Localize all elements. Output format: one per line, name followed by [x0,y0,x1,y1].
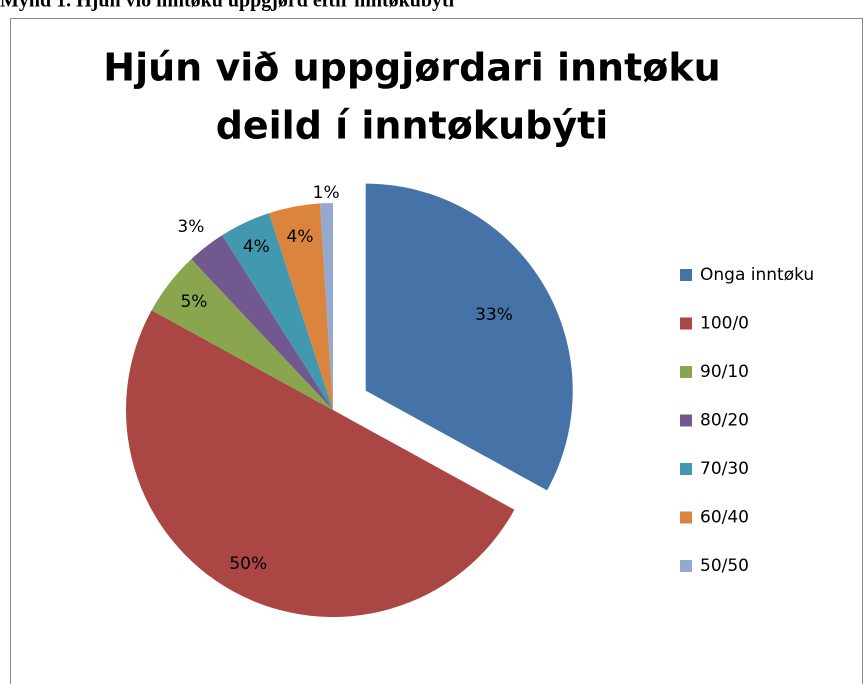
pie-slice [126,310,515,617]
legend-label: 70/30 [700,459,749,479]
pie-slice [365,183,573,491]
legend-swatch [680,560,692,572]
data-label: 3% [177,217,204,237]
legend-label: 90/10 [700,362,749,382]
legend-label: 60/40 [700,508,749,528]
data-label: 4% [287,227,314,247]
legend-swatch [680,414,692,427]
chart-title: deild í inntøkubýti [216,104,609,148]
data-label: 4% [243,237,270,257]
legend-swatch [680,317,692,330]
legend-swatch [680,463,692,475]
chart-title: Hjún við uppgjørdari inntøku [103,46,720,90]
legend-swatch [680,269,692,281]
legend-label: 100/0 [700,314,749,334]
legend-label: 50/50 [700,556,749,576]
legend-label: 80/20 [700,411,749,431]
legend-swatch [680,366,692,378]
legend-label: Onga inntøku [700,265,814,285]
pie-slice [191,235,333,410]
data-label: 50% [229,554,267,574]
pie-slice [151,259,333,410]
pie-slice [222,213,333,410]
pie-slice [320,203,333,410]
data-label: 1% [313,183,340,203]
legend-swatch [680,511,692,524]
data-label: 33% [475,305,513,325]
pie-slice [269,203,333,410]
caption: Mynd 1. Hjún við inntøku uppgjørd eftir … [0,0,455,12]
data-label: 5% [180,292,207,312]
